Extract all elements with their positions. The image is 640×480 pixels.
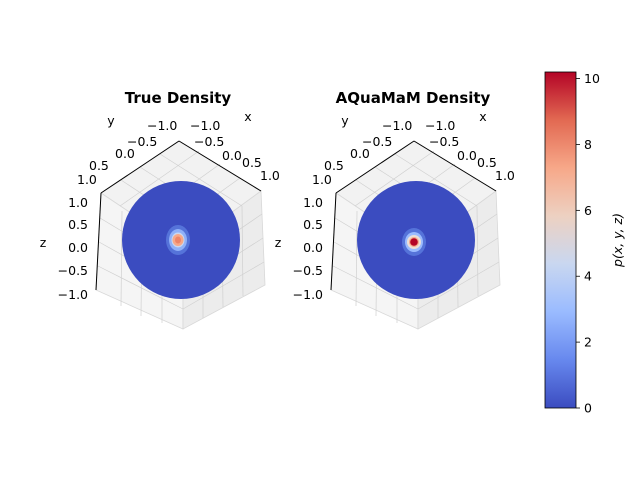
colorbar-tick-label: 2 xyxy=(584,335,592,350)
axis-label-z-right: z xyxy=(275,235,282,250)
axis-lines xyxy=(95,140,262,291)
chart-title-true-density: True Density xyxy=(125,89,232,107)
colorbar-gradient xyxy=(544,71,577,409)
z-tick-label: −0.5 xyxy=(58,263,88,278)
x-tick-label: 0.0 xyxy=(457,148,477,163)
colorbar-tick-label: 6 xyxy=(584,203,592,218)
y-tick-label: 0.5 xyxy=(324,158,344,173)
x-tick-label: −0.5 xyxy=(194,134,224,149)
axis-label-y: y xyxy=(341,113,349,128)
colorbar-label: p(x, y, z) xyxy=(610,213,625,268)
z-tick-label: 0.0 xyxy=(303,240,323,255)
axis-label-x: x xyxy=(479,109,486,124)
x-tick-label: 1.0 xyxy=(260,168,280,183)
y-tick-label: −1.0 xyxy=(382,118,412,133)
colorbar-tick-label: 10 xyxy=(584,71,600,86)
axis-label-y: y xyxy=(107,113,115,128)
colorbar: 0 2 4 6 8 10 p(x, y, z) xyxy=(544,71,625,416)
y-tick-label: −0.5 xyxy=(362,134,392,149)
axis-label-x: x xyxy=(244,109,251,124)
colorbar-tick-label: 4 xyxy=(584,269,592,284)
density-peak xyxy=(402,228,426,256)
colorbar-tick-label: 0 xyxy=(584,401,592,416)
x-tick-label: −0.5 xyxy=(429,134,459,149)
density-peak xyxy=(166,225,190,255)
z-tick-label: −0.5 xyxy=(293,263,323,278)
x-tick-label: 0.0 xyxy=(222,148,242,163)
z-tick-label: 0.5 xyxy=(303,217,323,232)
axis-label-z-left: z xyxy=(40,235,47,250)
z-tick-label: −1.0 xyxy=(58,287,88,302)
x-tick-label: −1.0 xyxy=(190,118,220,133)
x-tick-label: 1.0 xyxy=(495,168,515,183)
y-tick-label: 1.0 xyxy=(312,172,332,187)
colorbar-ticks: 0 2 4 6 8 10 xyxy=(576,71,600,416)
panel-aquamam-density: AQuaMaM Density xyxy=(293,89,515,330)
y-tick-label: −0.5 xyxy=(127,134,157,149)
y-tick-label: 0.0 xyxy=(350,146,370,161)
z-tick-label: 0.0 xyxy=(68,240,88,255)
y-tick-label: 0.0 xyxy=(115,146,135,161)
y-tick-label: 0.5 xyxy=(89,158,109,173)
axis-lines xyxy=(330,140,497,291)
y-tick-label: 1.0 xyxy=(77,172,97,187)
z-tick-label: 0.5 xyxy=(68,217,88,232)
z-tick-label: 1.0 xyxy=(68,195,88,210)
y-tick-label: −1.0 xyxy=(147,118,177,133)
x-tick-label: 0.5 xyxy=(477,155,497,170)
chart-title-aquamam-density: AQuaMaM Density xyxy=(336,89,491,107)
colorbar-tick-label: 8 xyxy=(584,137,592,152)
z-tick-label: 1.0 xyxy=(303,195,323,210)
z-tick-label: −1.0 xyxy=(293,287,323,302)
panel-true-density: True Density xyxy=(40,89,282,330)
x-tick-label: −1.0 xyxy=(425,118,455,133)
x-tick-label: 0.5 xyxy=(242,155,262,170)
